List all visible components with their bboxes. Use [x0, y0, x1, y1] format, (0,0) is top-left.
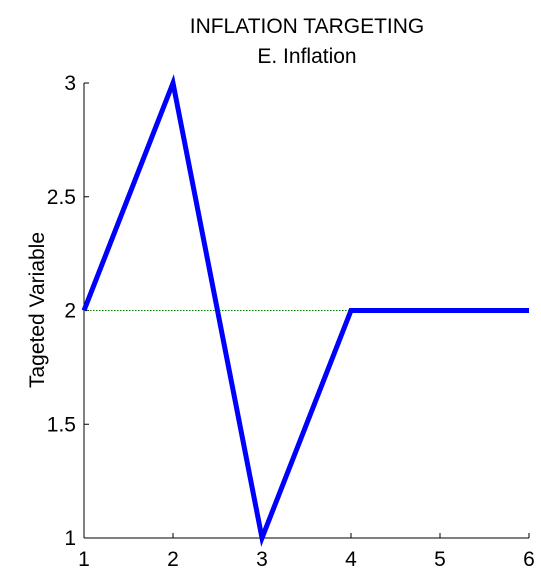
- chart-subtitle: E. Inflation: [257, 45, 356, 68]
- y-tick-label: 1.5: [47, 413, 76, 436]
- series-layer: [81, 74, 529, 547]
- y-tick-label: 2: [64, 300, 76, 323]
- x-tick-label: 5: [434, 548, 446, 571]
- x-tick-label: 1: [78, 548, 90, 571]
- y-axis-label: Tageted Variable: [26, 232, 49, 388]
- x-tick-label: 3: [256, 548, 268, 571]
- y-axis: 1 1.5 2 2.5 3: [47, 72, 89, 550]
- x-tick-label: 6: [523, 548, 535, 571]
- y-tick-label: 1: [64, 527, 76, 550]
- x-tick-label: 4: [345, 548, 357, 571]
- x-tick-label: 2: [167, 548, 179, 571]
- x-axis: 1 2 3 4 5 6: [78, 533, 535, 571]
- y-tick-label: 3: [64, 72, 76, 95]
- chart-title: INFLATION TARGETING: [190, 15, 425, 38]
- inflation-series-line: [81, 74, 529, 547]
- y-tick-label: 2.5: [47, 186, 76, 209]
